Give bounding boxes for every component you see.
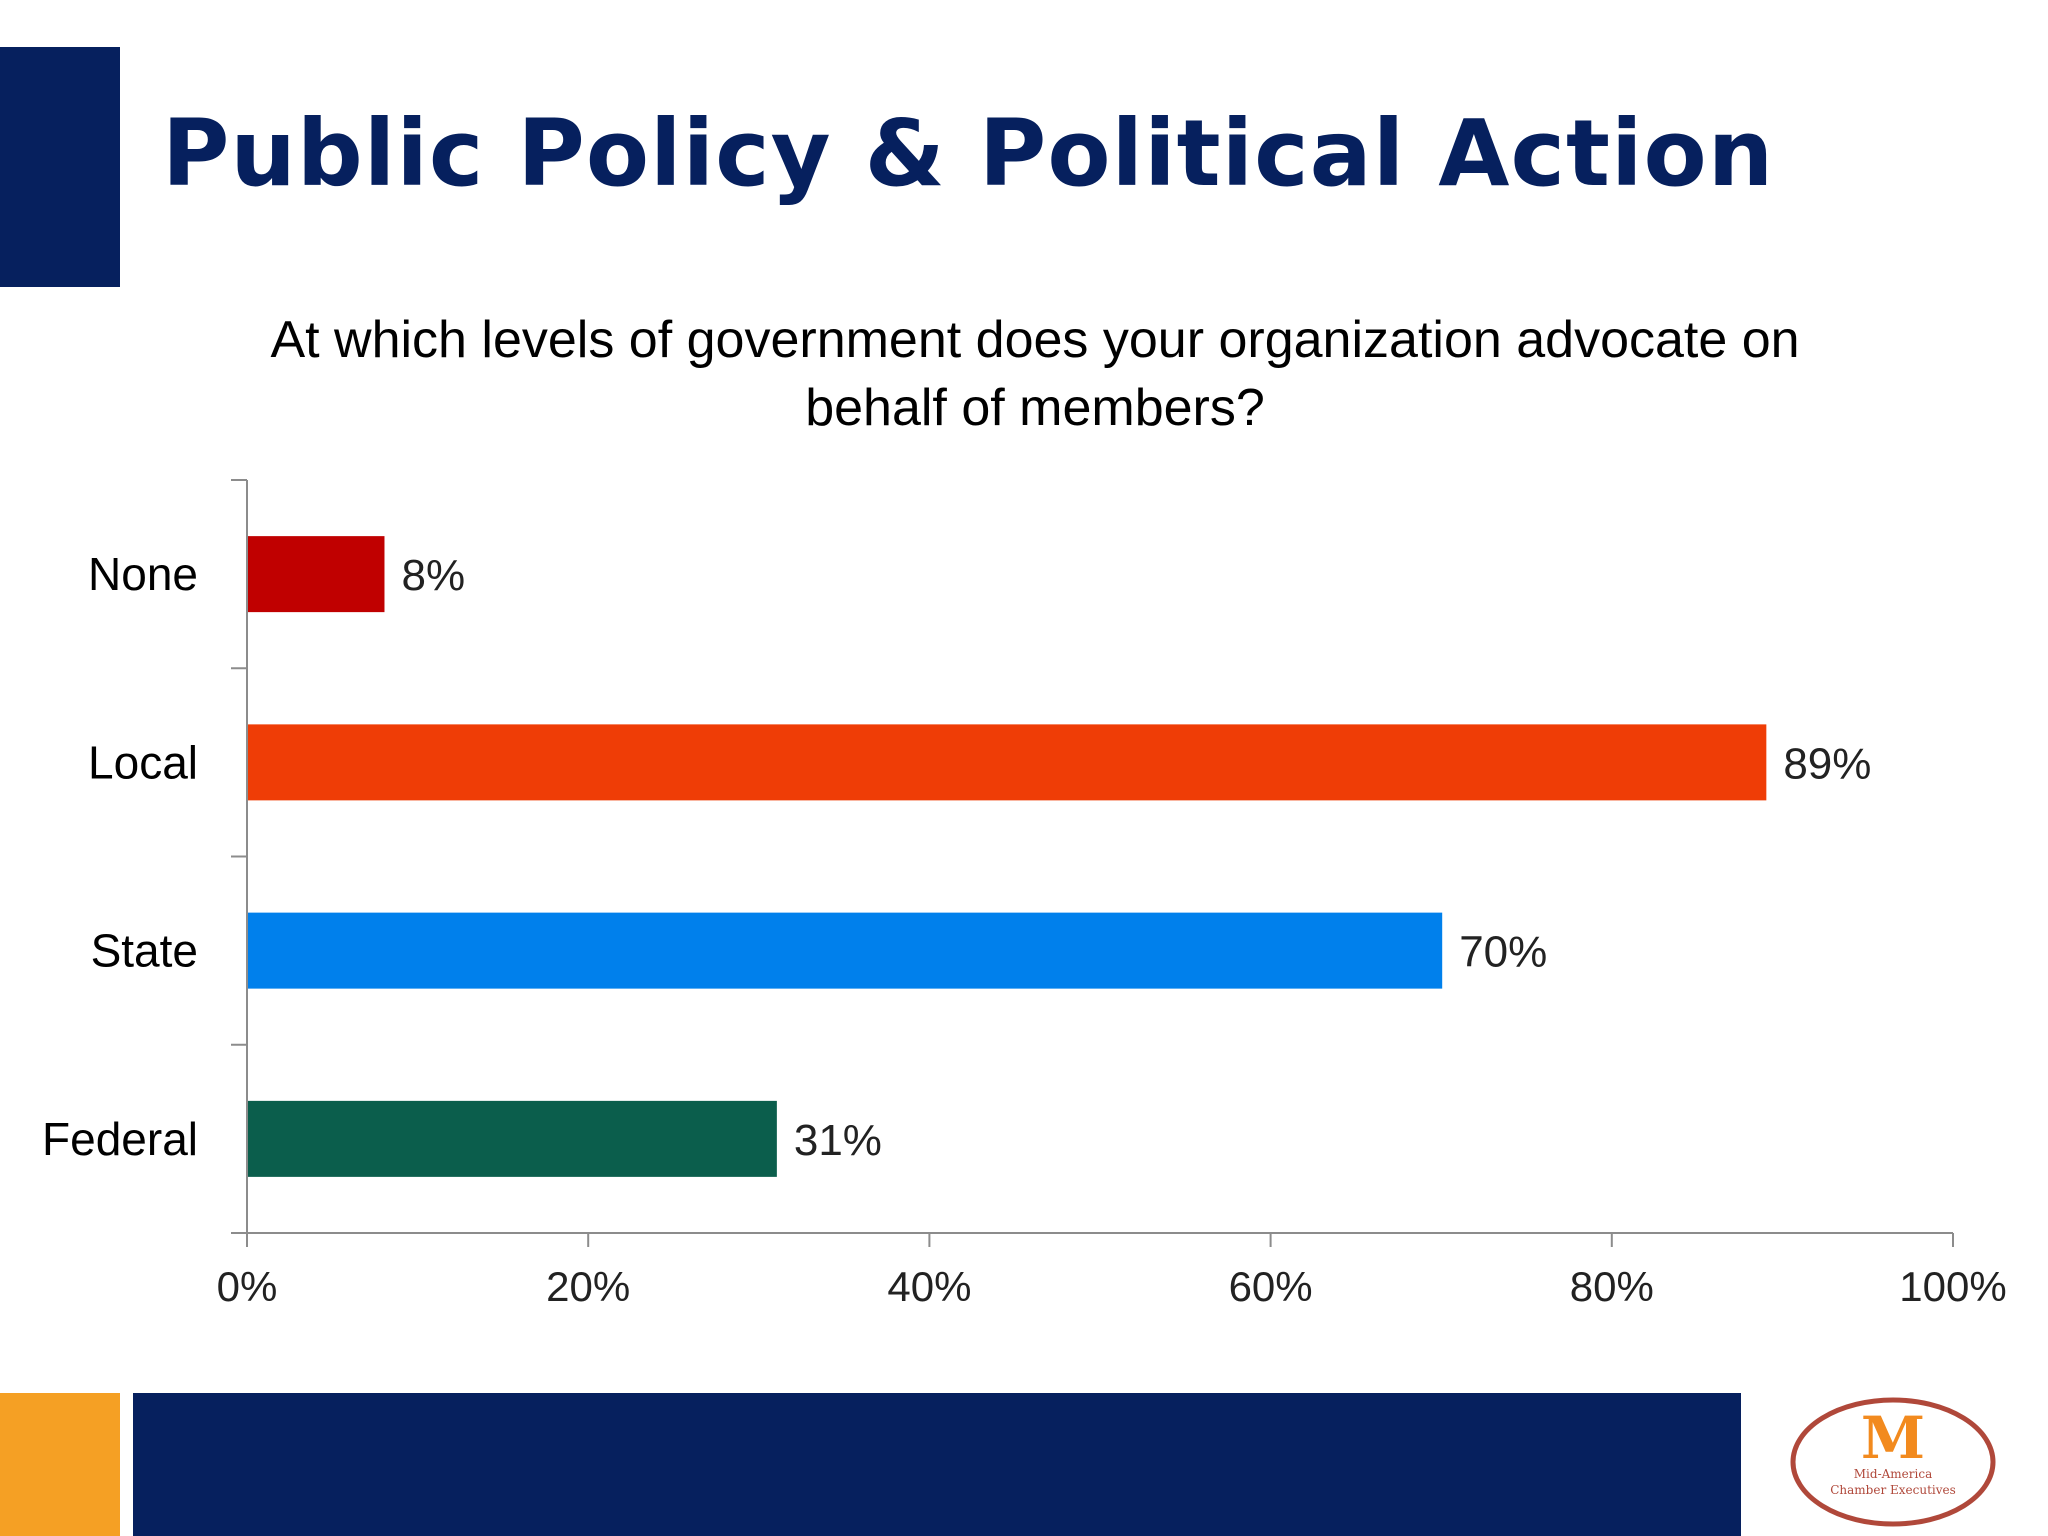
x-tick-label: 100% — [1899, 1263, 2006, 1310]
data-label: 89% — [1783, 739, 1871, 788]
category-label: Federal — [42, 1113, 198, 1165]
slide-title: Public Policy & Political Action — [162, 100, 1775, 207]
x-tick-label: 40% — [887, 1263, 971, 1310]
svg-text:Mid-America: Mid-America — [1854, 1467, 1932, 1481]
data-label: 70% — [1459, 928, 1547, 977]
category-label: None — [88, 548, 198, 600]
bar-chart: 0% 20% 40% 60% 80% 100% None 8% Local 89% State 70%… — [42, 479, 2007, 1310]
title-accent-block — [0, 47, 120, 287]
category-label: Local — [88, 736, 198, 788]
bar-none — [248, 536, 385, 613]
data-label: 31% — [794, 1116, 882, 1165]
bar-local — [248, 724, 1767, 801]
x-tick-label: 80% — [1570, 1263, 1654, 1310]
footer-orange-block — [0, 1393, 120, 1536]
bar-state — [248, 912, 1443, 989]
x-tick-label: 60% — [1229, 1263, 1313, 1310]
footer-navy-bar — [133, 1393, 1741, 1536]
svg-text:M: M — [1861, 1404, 1925, 1472]
mid-america-logo: M Mid-America Chamber Executives — [1790, 1397, 1996, 1527]
svg-text:Chamber Executives: Chamber Executives — [1830, 1483, 1956, 1497]
x-tick-label: 20% — [546, 1263, 630, 1310]
data-label: 8% — [401, 551, 465, 600]
chart-question: At which levels of government does your … — [270, 311, 1800, 437]
category-label: State — [91, 925, 198, 977]
bar-federal — [248, 1100, 777, 1177]
x-tick-label: 0% — [217, 1263, 278, 1310]
